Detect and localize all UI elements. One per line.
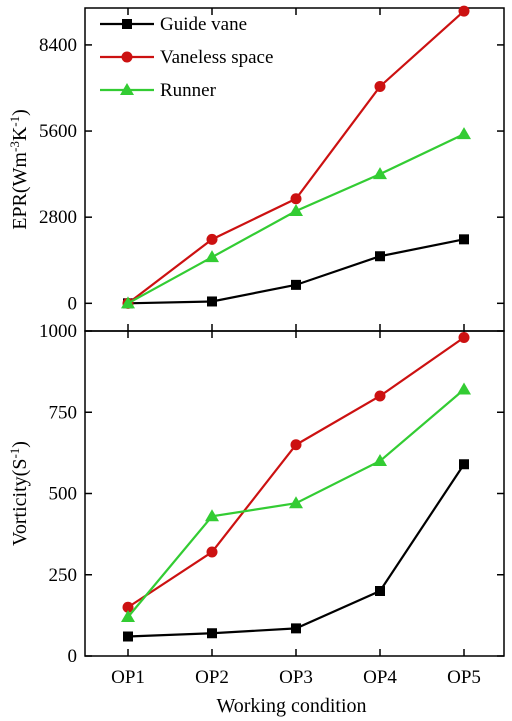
x-tick-label-op1: OP1 (111, 667, 145, 688)
y-tick-label: 1000 (39, 321, 77, 342)
y-tick-label: 2800 (39, 207, 77, 228)
data-point-runner-op2 (205, 509, 219, 522)
x-tick-label-op4: OP4 (363, 667, 397, 688)
x-tick-label-op2: OP2 (195, 667, 229, 688)
legend-item-runner: Runner (100, 80, 217, 101)
data-point-runner-op2 (205, 250, 219, 263)
legend-item-vaneless-space: Vaneless space (100, 47, 273, 68)
legend-marker-vaneless-space (121, 51, 133, 63)
y-axis-title-epr: EPR(Wm-3K-1) (7, 109, 31, 230)
data-point-runner-op4 (373, 454, 387, 466)
legend-label-guide-vane: Guide vane (160, 14, 247, 35)
series-guide-vane (123, 459, 469, 642)
data-point-guide-vane-op4 (375, 251, 385, 262)
x-axis-title: Working condition (216, 695, 366, 717)
data-point-vaneless-space-op2 (206, 233, 218, 245)
y-tick-label: 0 (68, 646, 78, 667)
data-point-runner-op1 (121, 296, 135, 309)
data-point-vaneless-space-op5 (458, 332, 470, 343)
legend-marker-runner (120, 83, 134, 95)
data-point-vaneless-space-op4 (374, 80, 386, 92)
y-tick-label: 250 (49, 565, 78, 586)
data-point-runner-op5 (457, 382, 471, 395)
data-point-guide-vane-op5 (459, 234, 469, 245)
x-tick-label-op5: OP5 (447, 667, 481, 688)
data-point-runner-op1 (121, 610, 135, 622)
y-tick-label: 5600 (39, 121, 77, 142)
data-point-guide-vane-op3 (291, 279, 301, 290)
series-runner (121, 382, 471, 622)
data-point-vaneless-space-op3 (290, 439, 302, 451)
data-point-guide-vane-op5 (459, 459, 469, 470)
data-point-guide-vane-op2 (207, 628, 217, 639)
data-point-guide-vane-op1 (123, 631, 133, 642)
data-point-runner-op5 (457, 127, 471, 140)
y-axis-title-vorticity: Vorticity(S-1) (7, 441, 31, 546)
y-tick-label: 8400 (39, 35, 77, 56)
y-tick-label: 500 (49, 484, 78, 505)
data-point-runner-op3 (289, 204, 303, 217)
epr-panel: 0 2800 5600 8400 EPR(Wm-3K-1) (7, 5, 505, 332)
data-point-runner-op4 (373, 167, 387, 180)
data-point-vaneless-space-op2 (206, 546, 218, 558)
data-point-guide-vane-op4 (375, 586, 385, 596)
data-point-vaneless-space-op1 (122, 601, 134, 613)
y-tick-label: 750 (49, 402, 78, 423)
data-point-vaneless-space-op4 (374, 390, 386, 402)
legend-label-runner: Runner (160, 80, 217, 101)
legend-item-guide-vane: Guide vane (100, 14, 247, 35)
data-point-guide-vane-op2 (207, 296, 217, 307)
series-runner (121, 127, 471, 309)
data-point-vaneless-space-op3 (290, 193, 302, 205)
legend: Guide vane Vaneless space Runner (100, 14, 273, 101)
legend-label-vaneless-space: Vaneless space (160, 47, 273, 68)
y-tick-label: 0 (68, 293, 78, 314)
data-point-vaneless-space-op5 (458, 5, 470, 17)
data-point-runner-op3 (289, 496, 303, 509)
x-tick-label-op3: OP3 (279, 667, 313, 688)
series-vaneless-space (122, 332, 470, 613)
vorticity-panel: 0 250 500 750 1000 OP1 OP2 OP3 OP4 OP5 Vorticity(S… (7, 321, 505, 717)
legend-marker-guide-vane (122, 19, 132, 29)
data-point-guide-vane-op3 (291, 623, 301, 634)
